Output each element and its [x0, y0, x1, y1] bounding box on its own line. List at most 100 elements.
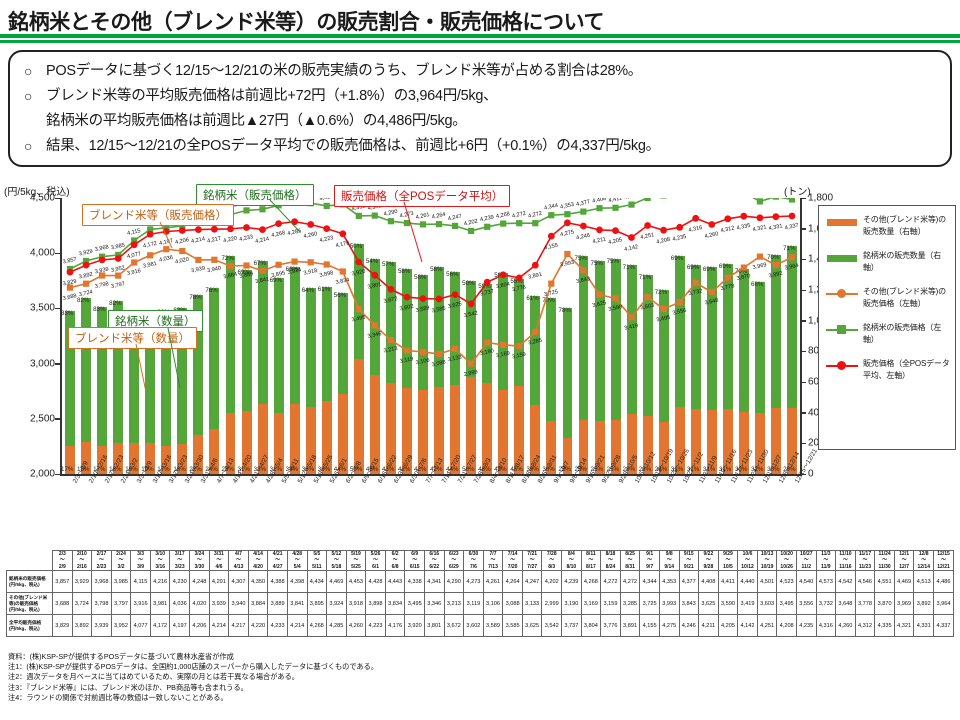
legend-item[interactable]: 銘柄米の販売数量（右軸） [825, 250, 951, 273]
bar-segment-brand-rice [209, 288, 220, 430]
table-cell: 3,841 [286, 592, 308, 615]
data-label-brand-price: 4,440 [624, 198, 639, 201]
left-axis-tick [55, 418, 60, 420]
table-cell: 3,892 [71, 614, 93, 637]
data-point-marker [114, 255, 122, 262]
table-column-header: 9/22 ～ 9/28 [698, 550, 719, 571]
data-label-average-price: 4,214 [191, 236, 206, 245]
data-label-blend-price: 3,797 [111, 281, 126, 290]
data-label-brand-price: 4,264 [431, 212, 446, 221]
bullet-icon: ○ [24, 88, 33, 104]
data-label-average-price: 4,220 [223, 236, 238, 245]
data-point-marker [756, 214, 764, 222]
bar-segment-blend-rice [626, 413, 637, 474]
table-column-header: 8/25 ～ 8/31 [619, 550, 641, 571]
bar-segment-blend-rice [498, 389, 509, 474]
data-label-brand-price: 4,273 [399, 211, 414, 220]
bar-segment-brand-rice [353, 244, 364, 359]
data-label-average-price: 4,235 [672, 234, 687, 243]
legend-item[interactable]: その他(ブレンド米等)の販売数量（右軸） [825, 214, 951, 237]
table-cell: 3,797 [110, 592, 132, 615]
legend-swatch-bar [827, 219, 857, 226]
bar-label-blend-pct: 32% [751, 466, 764, 473]
data-label-average-price: 4,077 [127, 251, 142, 260]
table-cell: 3,556 [795, 592, 817, 615]
chart-callout: ブレンド米等（数量） [68, 327, 197, 349]
data-label-blend-price: 3,870 [736, 273, 751, 282]
data-label-brand-price: 4,344 [544, 203, 559, 212]
data-point-marker [676, 223, 684, 231]
right-axis-tick-label: 400 [808, 407, 825, 419]
table-cell: 4,020 [189, 592, 210, 615]
data-label-average-price: 4,205 [608, 237, 623, 246]
bar-segment-blend-rice [161, 446, 172, 474]
data-label-blend-price: 3,346 [367, 331, 382, 340]
data-point-marker [532, 329, 539, 336]
data-label-blend-price: 3,603 [640, 303, 655, 312]
table-column-header: 2/24 ～ 3/2 [110, 550, 132, 571]
bar-segment-brand-rice [690, 265, 701, 410]
bar-segment-brand-rice [658, 290, 669, 423]
table-cell: 4,443 [384, 570, 406, 593]
data-point-marker [580, 208, 587, 215]
data-label-blend-price: 3,285 [528, 338, 543, 347]
table-row: 銘柄米の販売価格 (円/5kg、税込) 3,857 3,929 3,968 3,985 4,… [6, 570, 954, 593]
legend-item[interactable]: 銘柄米の販売価格（左軸） [825, 322, 951, 345]
data-label-average-price: 4,155 [544, 243, 559, 252]
left-axis-tick-label: 2,000 [29, 468, 55, 480]
table-cell: 3,190 [561, 592, 582, 615]
bar-label-blend-pct: 19% [125, 466, 138, 473]
table-cell: 3,732 [815, 592, 837, 615]
table-cell: 4,469 [326, 570, 347, 593]
bar-segment-blend-rice [450, 384, 461, 474]
table-column-header: 5/12 ～ 5/18 [326, 550, 347, 571]
bar-segment-brand-rice [674, 256, 685, 407]
data-label-blend-price: 3,964 [784, 263, 799, 272]
bar-label-blend-pct: 44% [446, 466, 459, 473]
bar-segment-brand-rice [65, 311, 75, 447]
bar-label-brand-pct: 72% [654, 289, 668, 296]
data-point-marker [243, 224, 250, 231]
data-point-marker [99, 272, 106, 279]
table-cell: 4,272 [619, 570, 641, 593]
table-cell: 3,542 [541, 614, 563, 637]
bar-label-blend-pct: 42% [494, 466, 507, 473]
legend-swatch-bar [827, 255, 857, 262]
table-cell: 4,211 [698, 614, 719, 637]
bar-column: 55% 45% [510, 198, 527, 474]
data-point-marker [211, 256, 218, 263]
table-cell: 3,688 [52, 592, 73, 615]
bar-label-blend-pct: 39% [317, 466, 331, 473]
legend-item[interactable]: その他(ブレンド米等)の販売価格（左軸） [825, 286, 951, 309]
table-column-header: 2/10 ～ 2/16 [71, 550, 93, 571]
summary-text: ブレンド米等の平均販売価格は前週比+72円（+1.8%）の3,964円/5kg、 [46, 88, 498, 104]
data-label-blend-price: 2,999 [463, 369, 478, 378]
bar-segment-brand-rice [450, 271, 461, 385]
data-point-marker [115, 272, 122, 279]
bar-segment-brand-rice [177, 308, 188, 445]
legend-item[interactable]: 販売価格（全POSデータ平均、左軸） [825, 358, 951, 381]
data-label-blend-price: 3,213 [383, 346, 398, 355]
legend-key [825, 286, 859, 302]
data-point-marker [259, 226, 266, 233]
bar-label-brand-pct: 58% [430, 266, 443, 273]
line-series [66, 246, 796, 367]
data-label-brand-price: 4,377 [576, 199, 591, 208]
bar-label-brand-pct: 61% [317, 285, 331, 293]
data-point-marker [179, 247, 186, 255]
bar-label-brand-pct: 50% [349, 243, 363, 250]
data-label-blend-price: 3,981 [143, 261, 158, 270]
data-point-marker [612, 295, 619, 302]
table-cell: 3,119 [463, 592, 484, 615]
data-point-marker [195, 256, 202, 263]
table-cell: 4,513 [913, 570, 935, 593]
bar-label-brand-pct: 71% [783, 244, 796, 252]
data-point-marker [499, 271, 507, 279]
data-label-brand-price: 4,411 [608, 198, 623, 204]
bar-label-blend-pct: 31% [237, 466, 250, 473]
table-cell: 4,264 [502, 570, 523, 593]
data-label-blend-price: 3,892 [768, 271, 783, 280]
data-point-marker [724, 274, 731, 281]
table-column-header: 5/19 ～ 5/25 [345, 550, 367, 571]
data-point-marker [548, 280, 555, 287]
